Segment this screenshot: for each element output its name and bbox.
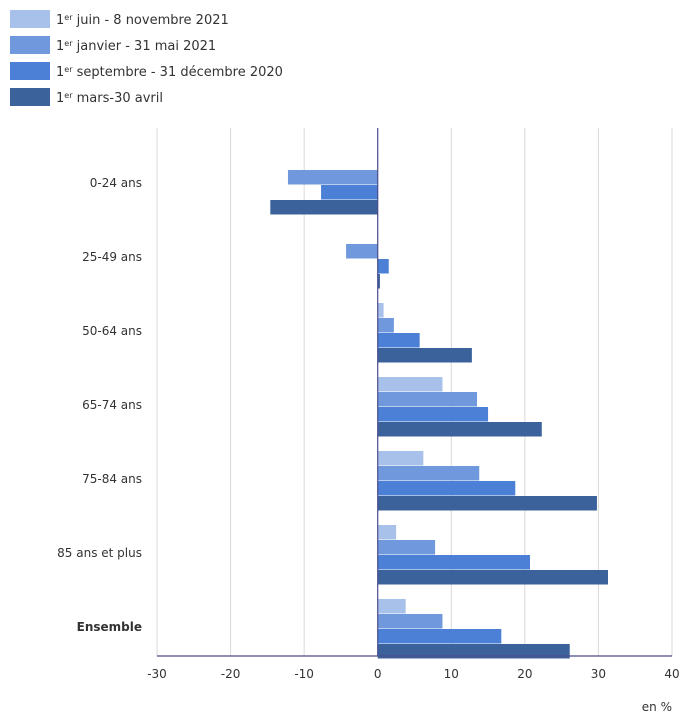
bar bbox=[377, 259, 389, 274]
bar bbox=[377, 407, 489, 422]
legend-swatch-1 bbox=[10, 10, 50, 28]
bar bbox=[377, 274, 380, 289]
bar bbox=[377, 377, 443, 392]
x-tick-label: 40 bbox=[664, 667, 679, 681]
x-tick-label: 10 bbox=[444, 667, 459, 681]
x-tick-label: 20 bbox=[517, 667, 532, 681]
legend: 1er juin - 8 novembre 2021 1er janvier - … bbox=[10, 10, 283, 106]
legend-label-2: 1er janvier - 31 mai 2021 bbox=[56, 39, 216, 54]
bar bbox=[377, 333, 420, 348]
bar bbox=[270, 200, 378, 215]
legend-label-4: 1er mars-30 avril bbox=[56, 91, 163, 106]
legend-swatch-2 bbox=[10, 36, 50, 54]
category-label: 50-64 ans bbox=[82, 324, 142, 338]
bar bbox=[377, 318, 394, 333]
bar bbox=[377, 644, 570, 659]
bar bbox=[377, 496, 597, 511]
bar bbox=[377, 614, 443, 629]
gridlines bbox=[156, 128, 673, 656]
bar bbox=[377, 481, 516, 496]
unit-label: en % bbox=[642, 700, 672, 714]
category-label: 85 ans et plus bbox=[57, 546, 142, 560]
bar bbox=[377, 629, 502, 644]
x-axis: -30 -20 -10 0 10 20 30 40 bbox=[147, 128, 680, 681]
bar bbox=[377, 540, 436, 555]
legend-swatch-3 bbox=[10, 62, 50, 80]
bar bbox=[377, 422, 542, 437]
bar bbox=[377, 570, 608, 585]
bar bbox=[377, 303, 384, 318]
bar bbox=[321, 185, 378, 200]
bar bbox=[346, 244, 378, 259]
bar bbox=[377, 555, 531, 570]
bar bbox=[377, 451, 424, 466]
legend-label-3: 1er septembre - 31 décembre 2020 bbox=[56, 65, 283, 80]
category-labels: 0-24 ans 25-49 ans 50-64 ans 65-74 ans 75-84… bbox=[57, 176, 142, 634]
x-tick-label: -10 bbox=[294, 667, 314, 681]
bar bbox=[377, 525, 397, 540]
legend-swatch-4 bbox=[10, 88, 50, 106]
category-label: 75-84 ans bbox=[82, 472, 142, 486]
category-label: 65-74 ans bbox=[82, 398, 142, 412]
legend-label-1: 1er juin - 8 novembre 2021 bbox=[56, 13, 229, 28]
bar bbox=[287, 170, 378, 185]
category-label: 0-24 ans bbox=[90, 176, 142, 190]
x-tick-label: -20 bbox=[221, 667, 241, 681]
category-label: 25-49 ans bbox=[82, 250, 142, 264]
bar bbox=[377, 348, 472, 363]
x-tick-label: 30 bbox=[591, 667, 606, 681]
x-tick-label: 0 bbox=[374, 667, 382, 681]
bars bbox=[270, 155, 608, 659]
x-tick-label: -30 bbox=[147, 667, 167, 681]
bar bbox=[377, 599, 406, 614]
bar bbox=[377, 392, 478, 407]
bar bbox=[377, 466, 480, 481]
category-label: Ensemble bbox=[77, 620, 142, 634]
